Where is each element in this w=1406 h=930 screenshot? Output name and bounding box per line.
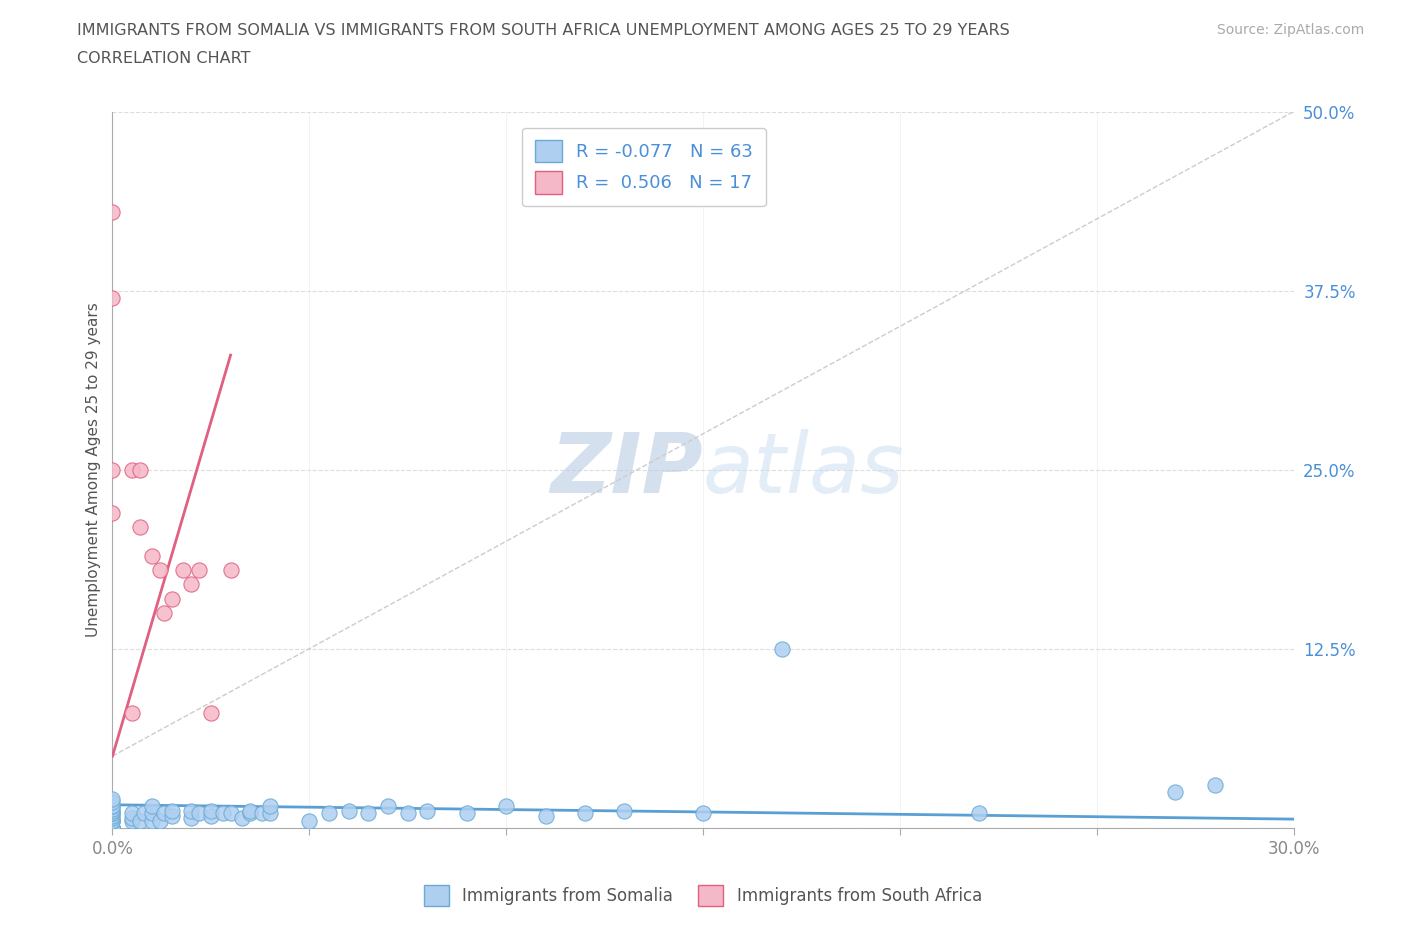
Point xyxy=(101,813,124,828)
Point xyxy=(101,809,124,824)
Point xyxy=(613,804,636,818)
Point xyxy=(239,804,262,818)
Point xyxy=(239,806,262,821)
Point xyxy=(770,642,793,657)
Point xyxy=(377,799,399,814)
Point xyxy=(188,806,211,821)
Point xyxy=(101,820,124,835)
Point xyxy=(574,806,596,821)
Point xyxy=(101,290,124,305)
Point xyxy=(141,806,163,821)
Point xyxy=(219,563,242,578)
Point xyxy=(121,706,143,721)
Point xyxy=(357,806,380,821)
Point xyxy=(219,806,242,821)
Point xyxy=(101,806,124,821)
Point xyxy=(101,820,124,835)
Point xyxy=(101,462,124,477)
Point xyxy=(495,799,517,814)
Point xyxy=(160,809,183,824)
Point xyxy=(396,806,419,821)
Legend: R = -0.077   N = 63, R =  0.506   N = 17: R = -0.077 N = 63, R = 0.506 N = 17 xyxy=(522,127,766,206)
Point xyxy=(160,591,183,606)
Point xyxy=(152,806,174,821)
Point xyxy=(250,806,273,821)
Point xyxy=(129,813,152,828)
Point xyxy=(129,462,152,477)
Legend: Immigrants from Somalia, Immigrants from South Africa: Immigrants from Somalia, Immigrants from… xyxy=(418,879,988,912)
Point xyxy=(180,577,202,591)
Point xyxy=(121,810,143,825)
Point xyxy=(121,806,143,821)
Point xyxy=(149,563,172,578)
Text: IMMIGRANTS FROM SOMALIA VS IMMIGRANTS FROM SOUTH AFRICA UNEMPLOYMENT AMONG AGES : IMMIGRANTS FROM SOMALIA VS IMMIGRANTS FR… xyxy=(77,23,1010,38)
Point xyxy=(101,820,124,835)
Point xyxy=(101,799,124,814)
Point xyxy=(180,810,202,825)
Point xyxy=(101,802,124,817)
Point xyxy=(141,548,163,563)
Text: CORRELATION CHART: CORRELATION CHART xyxy=(77,51,250,66)
Point xyxy=(200,809,222,824)
Point xyxy=(160,804,183,818)
Point xyxy=(141,813,163,828)
Point xyxy=(101,806,124,821)
Point xyxy=(121,462,143,477)
Point xyxy=(101,505,124,520)
Point xyxy=(101,820,124,835)
Point xyxy=(318,806,340,821)
Point xyxy=(200,804,222,818)
Point xyxy=(200,706,222,721)
Point xyxy=(101,799,124,814)
Point xyxy=(231,810,253,825)
Point xyxy=(101,810,124,825)
Text: Source: ZipAtlas.com: Source: ZipAtlas.com xyxy=(1216,23,1364,37)
Point xyxy=(101,820,124,835)
Point xyxy=(180,804,202,818)
Point xyxy=(1164,785,1187,800)
Point xyxy=(298,813,321,828)
Point xyxy=(101,791,124,806)
Point xyxy=(101,820,124,835)
Point xyxy=(416,804,439,818)
Point xyxy=(101,820,124,835)
Point xyxy=(121,813,143,828)
Point xyxy=(967,806,990,821)
Text: atlas: atlas xyxy=(703,429,904,511)
Point xyxy=(149,813,172,828)
Point xyxy=(172,563,194,578)
Point xyxy=(692,806,714,821)
Point xyxy=(101,813,124,828)
Point xyxy=(211,806,233,821)
Y-axis label: Unemployment Among Ages 25 to 29 years: Unemployment Among Ages 25 to 29 years xyxy=(86,302,101,637)
Point xyxy=(101,813,124,828)
Point xyxy=(337,804,360,818)
Point xyxy=(259,806,281,821)
Point xyxy=(259,799,281,814)
Point xyxy=(101,804,124,818)
Point xyxy=(101,794,124,809)
Point xyxy=(101,820,124,835)
Text: ZIP: ZIP xyxy=(550,429,703,511)
Point xyxy=(101,205,124,219)
Point xyxy=(534,809,557,824)
Point xyxy=(141,799,163,814)
Point xyxy=(456,806,478,821)
Point xyxy=(129,520,152,535)
Point xyxy=(1204,777,1226,792)
Point xyxy=(132,806,155,821)
Point xyxy=(188,563,211,578)
Point xyxy=(152,605,174,620)
